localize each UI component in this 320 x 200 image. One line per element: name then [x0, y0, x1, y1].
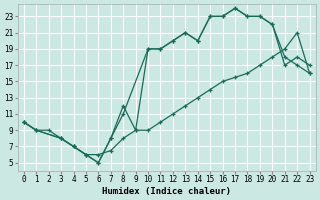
X-axis label: Humidex (Indice chaleur): Humidex (Indice chaleur): [102, 187, 231, 196]
